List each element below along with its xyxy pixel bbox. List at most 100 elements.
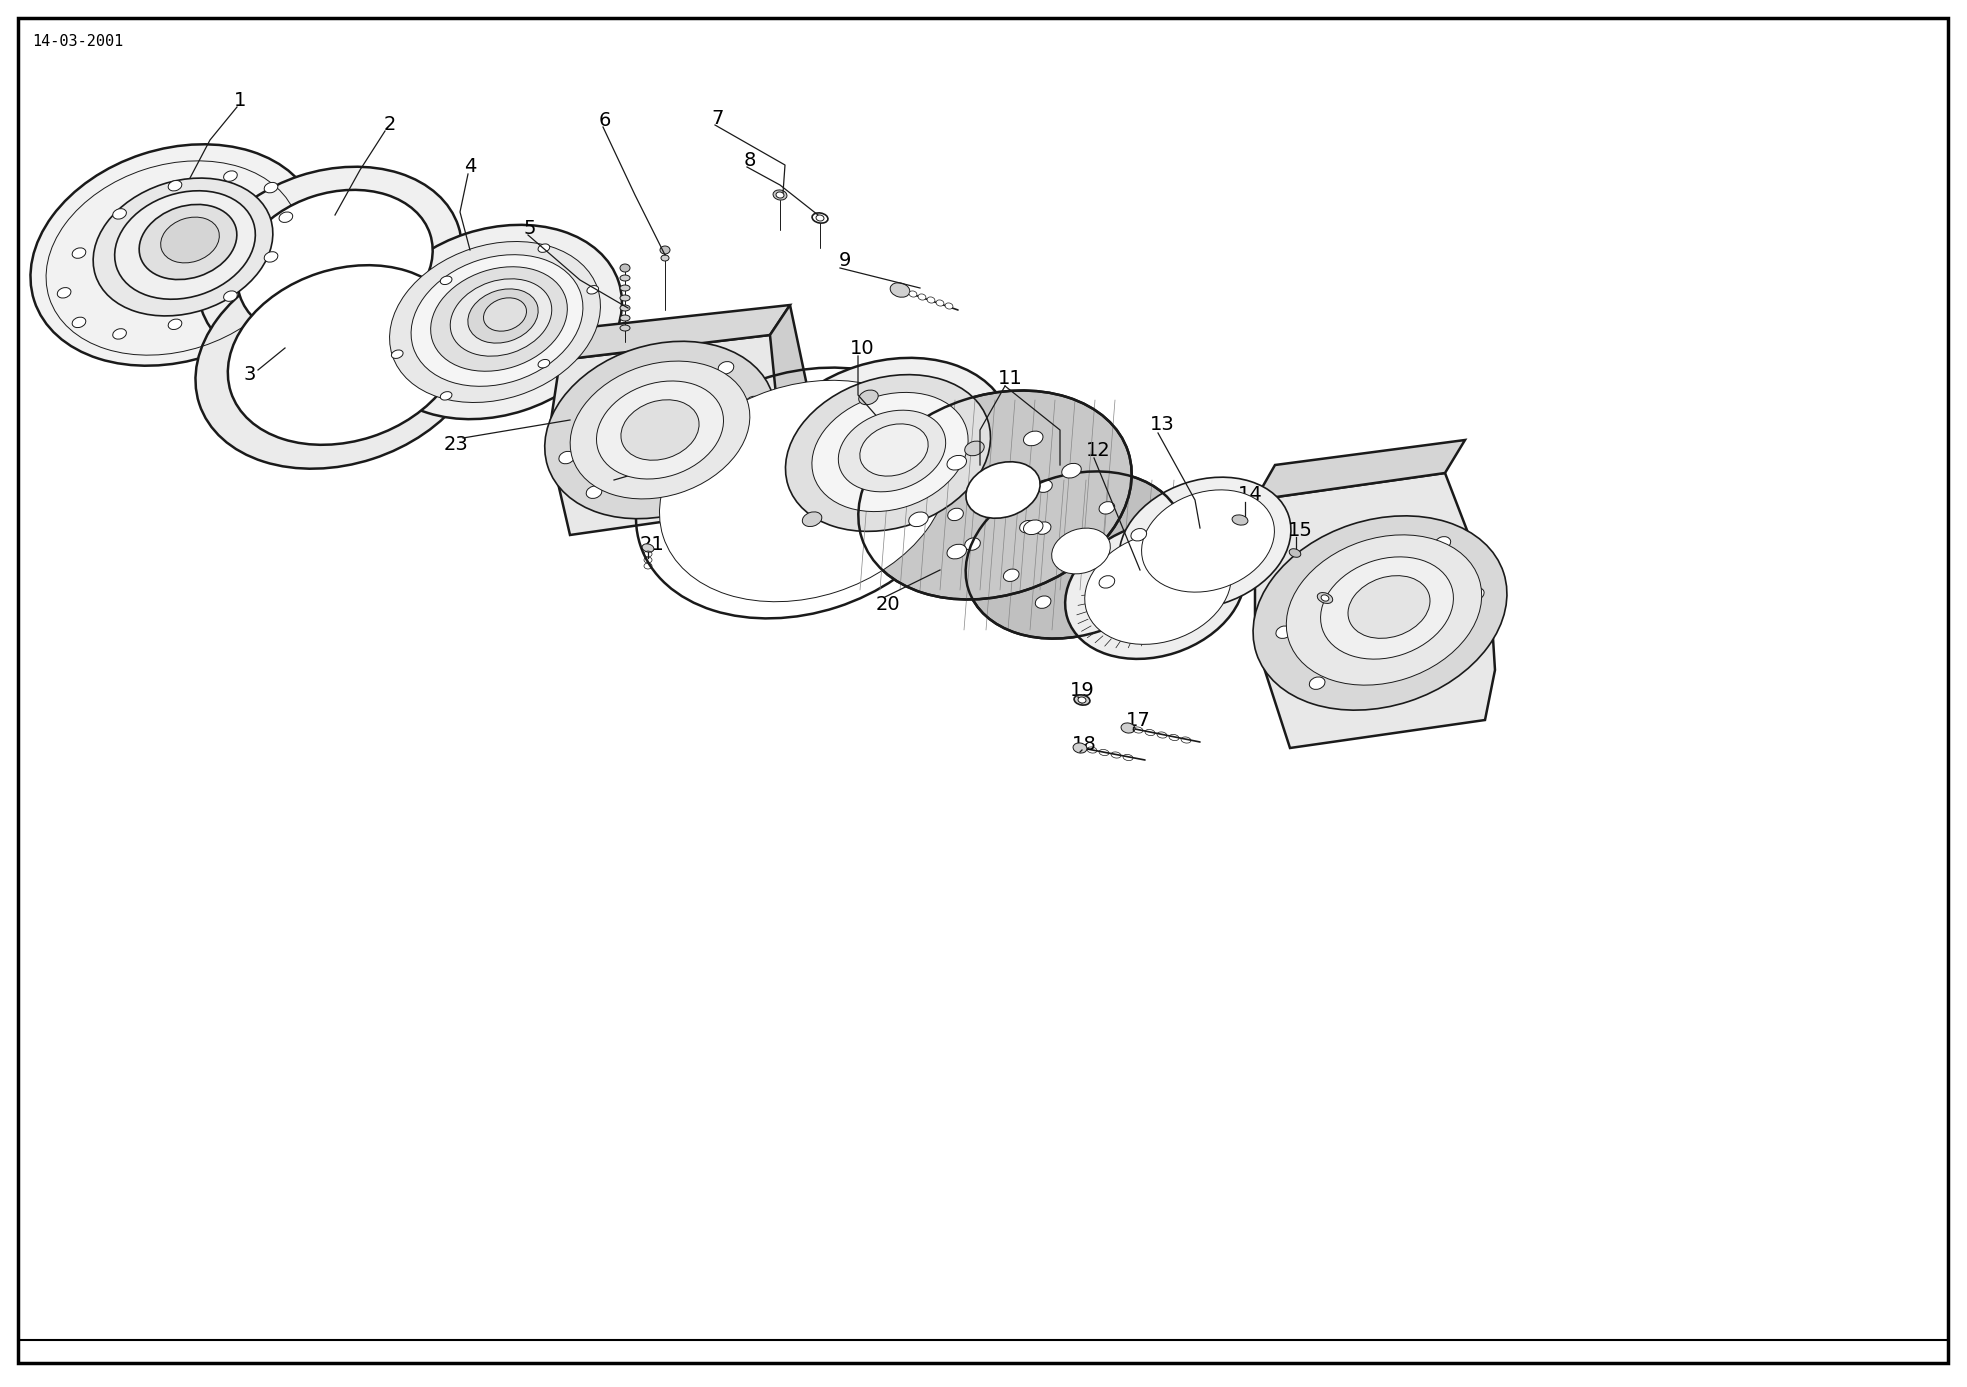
Ellipse shape: [112, 208, 126, 219]
Ellipse shape: [411, 255, 582, 387]
Ellipse shape: [1231, 515, 1247, 526]
Ellipse shape: [441, 391, 452, 399]
Ellipse shape: [1074, 695, 1090, 705]
Ellipse shape: [468, 288, 539, 343]
Ellipse shape: [785, 374, 991, 531]
Ellipse shape: [1035, 596, 1050, 609]
Ellipse shape: [1052, 528, 1109, 574]
Ellipse shape: [389, 241, 600, 402]
Text: 21: 21: [639, 535, 665, 555]
Ellipse shape: [195, 247, 484, 469]
Ellipse shape: [431, 266, 566, 372]
Ellipse shape: [946, 455, 966, 470]
Ellipse shape: [1141, 490, 1275, 592]
Ellipse shape: [228, 265, 462, 445]
Ellipse shape: [167, 180, 181, 191]
Ellipse shape: [264, 251, 277, 262]
Ellipse shape: [659, 380, 948, 602]
Ellipse shape: [224, 171, 238, 182]
Ellipse shape: [946, 544, 966, 559]
Ellipse shape: [745, 397, 761, 409]
Ellipse shape: [570, 361, 749, 499]
Text: 17: 17: [1125, 710, 1151, 730]
Polygon shape: [769, 305, 810, 436]
Text: 23: 23: [445, 436, 468, 455]
Text: 14: 14: [1237, 485, 1263, 505]
Text: 16: 16: [1318, 588, 1341, 608]
Ellipse shape: [539, 244, 549, 252]
Ellipse shape: [661, 245, 671, 254]
Ellipse shape: [653, 363, 669, 376]
Ellipse shape: [264, 182, 277, 193]
Ellipse shape: [891, 283, 911, 297]
Text: 19: 19: [1070, 681, 1094, 699]
Ellipse shape: [224, 291, 238, 301]
Ellipse shape: [545, 341, 775, 519]
Ellipse shape: [860, 390, 877, 405]
Polygon shape: [561, 305, 791, 361]
Ellipse shape: [1078, 696, 1086, 703]
Ellipse shape: [653, 484, 669, 497]
Ellipse shape: [30, 144, 319, 366]
Ellipse shape: [484, 298, 527, 331]
Polygon shape: [549, 336, 791, 535]
Ellipse shape: [1131, 528, 1147, 541]
Ellipse shape: [92, 178, 273, 316]
Ellipse shape: [838, 411, 946, 492]
Ellipse shape: [620, 264, 629, 272]
Ellipse shape: [661, 255, 669, 261]
Text: 12: 12: [1086, 441, 1111, 459]
Ellipse shape: [966, 462, 1041, 519]
Ellipse shape: [1469, 588, 1483, 601]
Ellipse shape: [622, 399, 698, 460]
Ellipse shape: [586, 401, 602, 413]
Ellipse shape: [279, 212, 293, 222]
Text: 13: 13: [1149, 416, 1174, 434]
Ellipse shape: [1253, 516, 1507, 710]
Text: 9: 9: [838, 251, 852, 269]
Ellipse shape: [1121, 723, 1135, 734]
Ellipse shape: [1023, 431, 1043, 445]
Ellipse shape: [238, 190, 433, 340]
Text: 18: 18: [1072, 735, 1096, 755]
Ellipse shape: [1100, 576, 1115, 588]
Ellipse shape: [964, 441, 984, 456]
Ellipse shape: [620, 315, 629, 320]
Ellipse shape: [858, 391, 1131, 599]
Text: 10: 10: [850, 338, 873, 358]
Ellipse shape: [1277, 626, 1292, 638]
Text: 11: 11: [997, 369, 1023, 387]
Ellipse shape: [112, 329, 126, 340]
Ellipse shape: [140, 204, 236, 280]
Ellipse shape: [73, 248, 87, 258]
Ellipse shape: [909, 291, 917, 297]
Text: 2: 2: [384, 115, 395, 133]
Ellipse shape: [559, 451, 574, 463]
Text: 14-03-2001: 14-03-2001: [31, 35, 124, 50]
Ellipse shape: [167, 319, 181, 330]
Ellipse shape: [1340, 556, 1355, 569]
Ellipse shape: [1119, 477, 1290, 609]
Ellipse shape: [620, 295, 629, 301]
Ellipse shape: [1322, 595, 1330, 601]
Text: 22: 22: [596, 479, 620, 498]
Text: 20: 20: [875, 595, 901, 614]
Ellipse shape: [1318, 592, 1334, 603]
Ellipse shape: [161, 218, 220, 264]
Ellipse shape: [596, 381, 724, 479]
Ellipse shape: [1286, 535, 1481, 685]
Ellipse shape: [620, 275, 629, 282]
Text: 3: 3: [244, 366, 256, 384]
Ellipse shape: [450, 279, 553, 356]
Ellipse shape: [199, 166, 462, 369]
Ellipse shape: [936, 300, 944, 307]
Ellipse shape: [391, 350, 403, 358]
Ellipse shape: [1084, 531, 1231, 645]
Text: 6: 6: [598, 111, 612, 129]
Ellipse shape: [620, 325, 629, 331]
Polygon shape: [885, 420, 1115, 595]
Ellipse shape: [1037, 480, 1052, 492]
Ellipse shape: [1023, 520, 1043, 534]
Ellipse shape: [586, 485, 602, 498]
Text: 15: 15: [1288, 520, 1312, 540]
